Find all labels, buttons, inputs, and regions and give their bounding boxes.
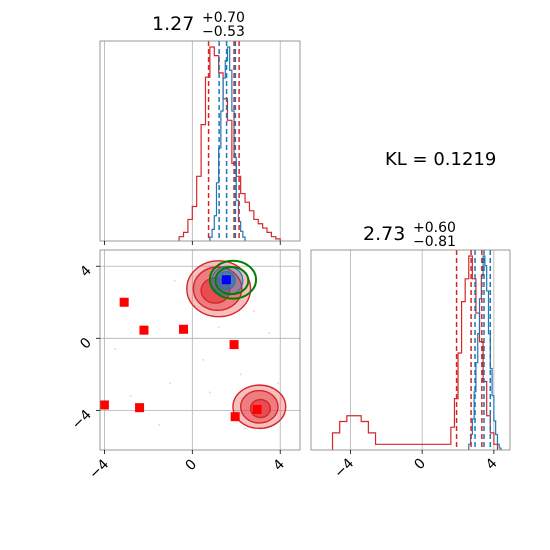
param-1-title-minus: −0.53 — [202, 24, 245, 40]
sample-dot — [277, 382, 280, 385]
y-tick-label: 4 — [77, 263, 95, 281]
sample-dot — [239, 373, 242, 376]
y-tick-label: −4 — [69, 407, 95, 433]
kl-divergence-label: KL = 0.1219 — [385, 149, 496, 170]
red-square-marker — [139, 325, 149, 335]
red-square-marker — [99, 400, 109, 410]
sample-dot — [114, 348, 117, 351]
green-contour-level — [214, 266, 250, 296]
panel-frame — [99, 40, 301, 242]
sample-dot — [169, 382, 172, 385]
red-histogram-series — [178, 46, 281, 241]
sample-dot — [173, 279, 176, 282]
param-2-title-plus: +0.60 — [413, 220, 456, 236]
marginal-histogram-param-2: −4 0 4 — [310, 249, 511, 481]
sample-dot — [158, 423, 161, 426]
x-tick-label: 4 — [270, 456, 288, 474]
x-tick-label: 0 — [411, 456, 429, 474]
param-1-title-value: 1.27 — [152, 13, 194, 35]
red-histogram-series — [331, 255, 499, 450]
red-square-marker — [230, 412, 240, 422]
red-square-marker — [119, 297, 129, 307]
x-tick-label: −4 — [331, 455, 357, 481]
param-2-title-minus: −0.81 — [413, 234, 456, 250]
sample-dot — [208, 391, 211, 394]
red-square-marker — [229, 340, 239, 350]
param-1-title-plus: +0.70 — [202, 10, 245, 26]
sample-dot — [252, 310, 255, 313]
sample-dot — [244, 427, 247, 430]
blue-square-marker — [221, 275, 231, 285]
panel-frame — [99, 249, 301, 451]
red-square-marker — [135, 403, 145, 413]
sample-dot — [217, 326, 220, 329]
param-2-title-value: 2.73 — [363, 223, 405, 245]
red-square-marker — [252, 404, 262, 414]
sample-dot — [129, 394, 132, 397]
blue-histogram-series — [468, 255, 502, 450]
sample-dot — [268, 331, 271, 334]
panel-frame — [310, 249, 511, 451]
y-tick-label: 0 — [77, 335, 95, 353]
x-tick-label: 4 — [483, 455, 501, 473]
red-square-marker — [179, 324, 189, 334]
x-tick-label: −4 — [86, 456, 112, 482]
joint-scatter-plot: −4 0 4 −4 0 4 — [69, 249, 301, 482]
green-contour-level — [208, 259, 258, 300]
x-tick-label: 0 — [183, 457, 201, 475]
marginal-histogram-param-1 — [99, 40, 301, 245]
sample-dot — [202, 358, 205, 361]
